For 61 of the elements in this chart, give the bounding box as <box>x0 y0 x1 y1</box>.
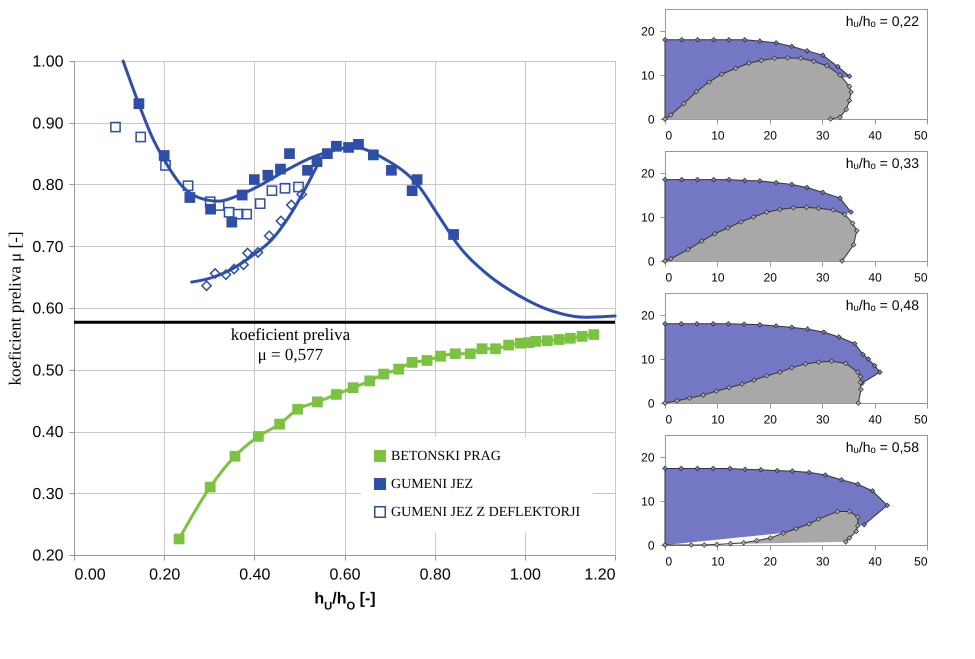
y-tick-label: 10 <box>641 210 655 224</box>
annotation: hᵤ/hₒ = 0,48 <box>846 297 920 313</box>
x-tick-label: 0.20 <box>149 566 180 584</box>
x-tick-label: 0.60 <box>329 566 361 584</box>
y-axis-title: koeficient preliva μ [-] <box>5 231 24 386</box>
x-tick-label: 40 <box>868 270 882 284</box>
y-tick-label: 0.90 <box>32 115 64 132</box>
y-tick-label: 10 <box>641 352 655 366</box>
y-tick-label: 0.70 <box>32 238 64 256</box>
x-tick-label: 30 <box>816 412 830 426</box>
y-tick-label: 0.80 <box>32 177 64 194</box>
x-tick-label: 20 <box>764 554 778 568</box>
y-tick-label: 10 <box>641 68 655 82</box>
y-tick-label: 20 <box>641 450 655 464</box>
y-tick-label: 20 <box>641 166 655 180</box>
x-tick-label: 20 <box>764 412 778 426</box>
y-tick-label: 0 <box>648 396 655 410</box>
y-tick-label: 0.50 <box>32 362 64 380</box>
x-tick-label: 0 <box>666 270 672 284</box>
y-tick-label: 0 <box>648 112 655 126</box>
x-tick-label: 10 <box>711 554 725 568</box>
x-tick-label: 50 <box>914 412 928 426</box>
y-tick-label: 10 <box>641 494 655 508</box>
x-tick-label: 50 <box>914 128 928 142</box>
x-tick-label: 0 <box>666 128 672 142</box>
x-tick-label: 40 <box>868 554 882 568</box>
annotation: hᵤ/hₒ = 0,58 <box>846 439 920 455</box>
y-tick-label: 0 <box>648 538 655 552</box>
x-tick-label: 1.20 <box>584 566 616 584</box>
ref-line-label: koeficient preliva μ = 0,577 <box>230 325 351 364</box>
annotation: hᵤ/hₒ = 0,33 <box>846 155 920 171</box>
x-tick-label: 0.00 <box>74 566 106 584</box>
x-tick-label: 30 <box>816 270 830 284</box>
x-tick-label: 0 <box>666 412 672 426</box>
legend-label: BETONSKI PRAG <box>391 449 501 464</box>
x-tick-label: 10 <box>711 270 725 284</box>
y-tick-label: 20 <box>641 24 655 38</box>
x-tick-label: 50 <box>914 554 928 568</box>
y-tick-label: 20 <box>641 308 655 322</box>
x-tick-label: 10 <box>711 128 725 142</box>
x-tick-label: 50 <box>914 270 928 284</box>
y-tick-label: 1.00 <box>32 54 64 70</box>
y-tick-label: 0.60 <box>32 300 64 318</box>
annotation: hᵤ/hₒ = 0,22 <box>846 13 920 29</box>
y-tick-label: 0.40 <box>32 424 64 441</box>
y-tick-label: 0 <box>648 254 655 268</box>
x-tick-label: 30 <box>816 128 830 142</box>
x-tick-label: 1.00 <box>510 566 542 584</box>
x-tick-label: 20 <box>764 270 778 284</box>
x-tick-label: 10 <box>711 412 725 426</box>
x-tick-label: 0.40 <box>239 566 271 584</box>
x-tick-label: 20 <box>764 128 778 142</box>
x-axis-title: h$_{U}$/h$_{O}$ [-] <box>314 590 376 612</box>
y-tick-label: 0.30 <box>32 486 64 503</box>
x-tick-label: 30 <box>816 554 830 568</box>
x-tick-label: 0.80 <box>420 566 451 584</box>
x-tick-label: 40 <box>868 128 882 142</box>
legend-label: GUMENI JEZ Z DEFLEKTORJI <box>391 505 580 520</box>
x-tick-label: 40 <box>868 412 882 426</box>
legend-label: GUMENI JEZ <box>391 477 474 492</box>
x-tick-label: 0 <box>666 554 672 568</box>
